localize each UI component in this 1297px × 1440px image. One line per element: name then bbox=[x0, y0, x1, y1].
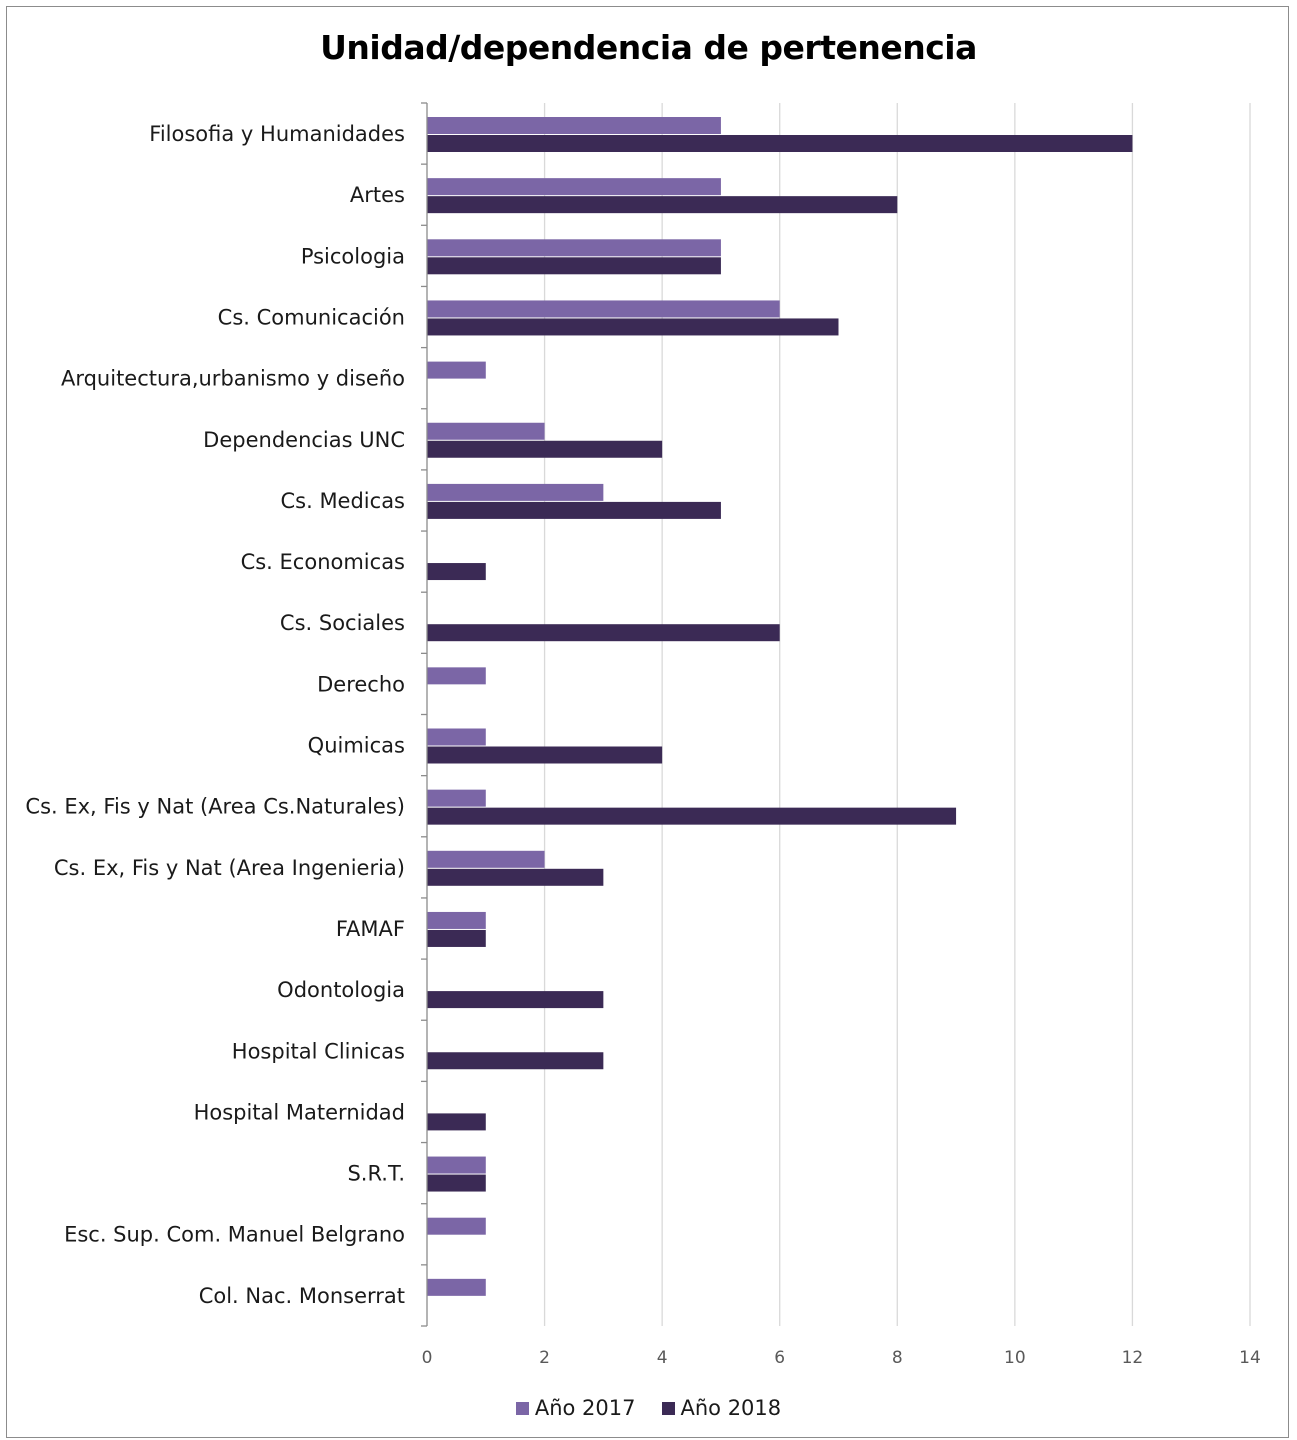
x-tick-label: 10 bbox=[1004, 1348, 1026, 1368]
bar-2018 bbox=[427, 624, 780, 642]
x-tick-label: 4 bbox=[657, 1348, 668, 1368]
bar-2017 bbox=[427, 361, 486, 379]
bar-2017 bbox=[427, 911, 486, 929]
bar-2018 bbox=[427, 807, 957, 825]
category-label: Cs. Medicas bbox=[280, 489, 405, 513]
bar-2017 bbox=[427, 300, 780, 318]
category-label: Derecho bbox=[317, 672, 405, 696]
bar-2018 bbox=[427, 440, 663, 458]
category-label: Artes bbox=[350, 183, 405, 207]
legend-swatch-2017 bbox=[515, 1401, 529, 1415]
legend-label-2018: Año 2018 bbox=[680, 1396, 782, 1420]
category-label: Filosofia y Humanidades bbox=[149, 122, 405, 146]
legend-swatch-2018 bbox=[661, 1401, 675, 1415]
bar-2018 bbox=[427, 257, 721, 275]
bar-2017 bbox=[427, 483, 604, 501]
x-tick-label: 8 bbox=[892, 1348, 903, 1368]
x-tick-label: 0 bbox=[422, 1348, 433, 1368]
category-label: Cs. Comunicación bbox=[218, 305, 405, 329]
category-label: Cs. Economicas bbox=[241, 550, 405, 574]
category-label: Cs. Sociales bbox=[280, 611, 405, 635]
bar-2017 bbox=[427, 239, 721, 257]
bar-2018 bbox=[427, 746, 663, 764]
category-label: Hospital Maternidad bbox=[194, 1100, 405, 1124]
bar-2017 bbox=[427, 1278, 486, 1296]
bar-2017 bbox=[427, 789, 486, 807]
category-label: Psicologia bbox=[301, 244, 405, 268]
bar-2017 bbox=[427, 728, 486, 746]
bar-2017 bbox=[427, 667, 486, 685]
x-tick-label: 6 bbox=[774, 1348, 785, 1368]
bar-2018 bbox=[427, 135, 1133, 152]
bar-2017 bbox=[427, 1217, 486, 1235]
x-tick-label: 12 bbox=[1122, 1348, 1144, 1368]
bar-2017 bbox=[427, 178, 721, 196]
legend-item-2018: Año 2018 bbox=[661, 1396, 782, 1420]
x-tick-labels: 0 2 4 6 8 10 12 14 bbox=[422, 1348, 1261, 1368]
category-label: Hospital Clinicas bbox=[232, 1039, 405, 1063]
legend: Año 2017 Año 2018 bbox=[0, 1396, 1297, 1420]
axes bbox=[421, 102, 428, 1327]
bar-2017 bbox=[427, 117, 721, 134]
category-label: Quimicas bbox=[308, 734, 405, 758]
x-tick-label: 14 bbox=[1239, 1348, 1261, 1368]
bar-2018 bbox=[427, 929, 486, 947]
category-label: Arquitectura,urbanismo y diseño bbox=[61, 367, 405, 391]
gridlines bbox=[543, 103, 1251, 1326]
legend-label-2017: Año 2017 bbox=[534, 1396, 636, 1420]
bar-2017 bbox=[427, 422, 545, 440]
bar-2018 bbox=[427, 1113, 486, 1131]
bar-2018 bbox=[427, 501, 721, 519]
category-label: Dependencias UNC bbox=[203, 428, 405, 452]
category-labels: Filosofia y Humanidades Artes Psicologia Cs… bbox=[25, 122, 405, 1308]
category-label: Col. Nac. Monserrat bbox=[199, 1284, 405, 1308]
bar-2018 bbox=[427, 318, 839, 336]
chart-title: Unidad/dependencia de pertenencia bbox=[320, 28, 977, 67]
category-label: S.R.T. bbox=[347, 1162, 405, 1186]
bar-2017 bbox=[427, 1156, 486, 1174]
legend-item-2017: Año 2017 bbox=[515, 1396, 636, 1420]
bar-2018 bbox=[427, 563, 486, 581]
bar-2018 bbox=[427, 1052, 604, 1070]
x-tick-label: 2 bbox=[539, 1348, 550, 1368]
bar-2018 bbox=[427, 991, 604, 1009]
bar-2018 bbox=[427, 196, 898, 214]
category-label: Cs. Ex, Fis y Nat (Area Ingenieria) bbox=[54, 856, 405, 880]
category-label: Cs. Ex, Fis y Nat (Area Cs.Naturales) bbox=[25, 795, 405, 819]
bar-2018 bbox=[427, 1174, 486, 1192]
category-label: Esc. Sup. Com. Manuel Belgrano bbox=[64, 1223, 405, 1247]
bar-2018 bbox=[427, 868, 604, 886]
bars bbox=[427, 117, 1133, 1296]
category-label: FAMAF bbox=[336, 917, 405, 941]
category-label: Odontologia bbox=[277, 978, 405, 1002]
bar-2017 bbox=[427, 850, 545, 868]
